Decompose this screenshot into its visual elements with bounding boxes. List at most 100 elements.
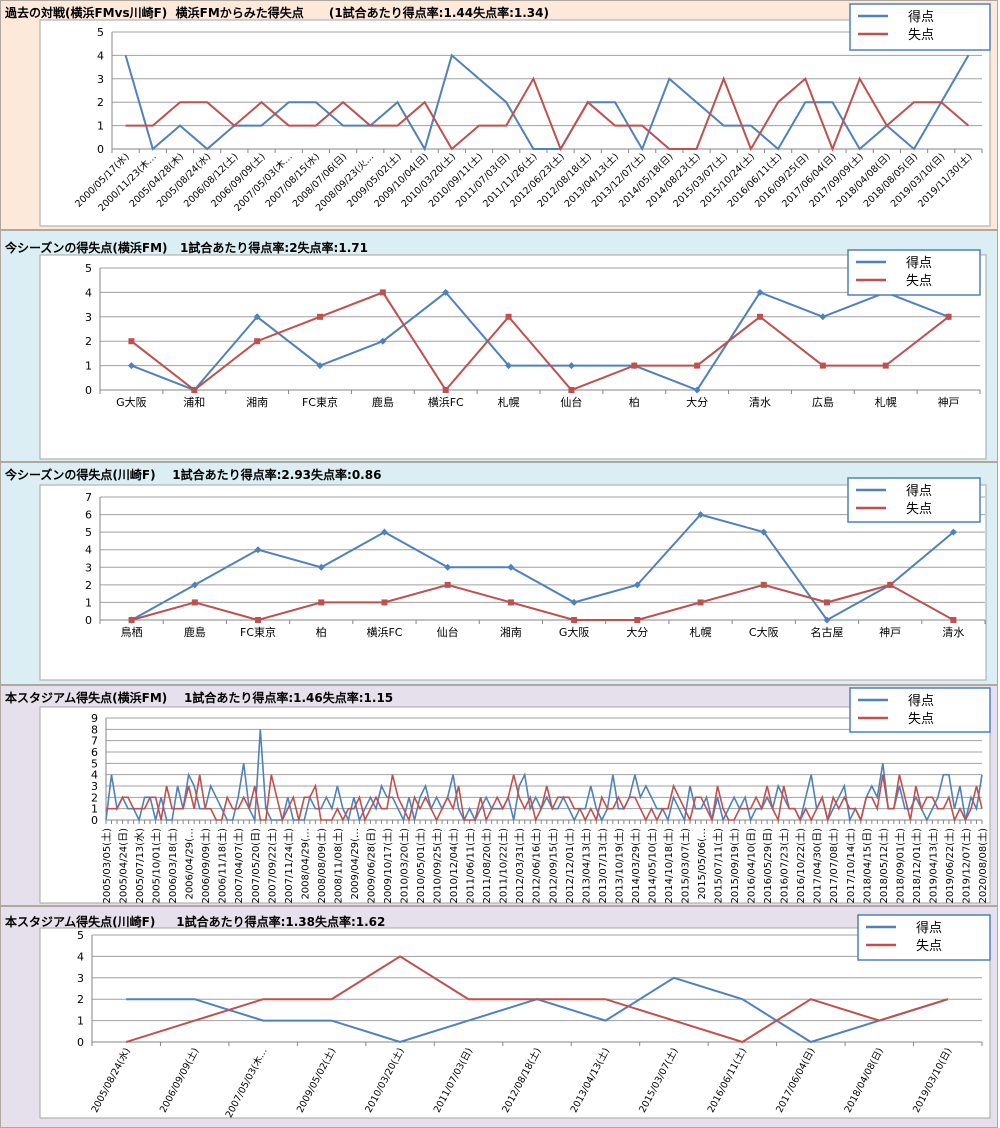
y-tick-label: 5 — [91, 757, 98, 770]
x-tick-label: G大阪 — [116, 395, 147, 409]
data-point-conceded — [945, 313, 952, 320]
data-point-scored — [444, 563, 452, 571]
data-point-scored — [823, 616, 831, 624]
data-point-conceded — [254, 338, 261, 345]
legend-label-conceded: 失点 — [908, 28, 934, 43]
x-tick-label: 鹿島 — [372, 395, 394, 409]
x-tick-label: 鹿島 — [184, 625, 206, 639]
x-tick-label: 2015/09/19(土) — [728, 828, 741, 904]
y-tick-label: 9 — [91, 712, 98, 725]
chart-area — [39, 927, 991, 1119]
x-tick-label: 神戸 — [879, 625, 901, 639]
x-tick-label: 2013/04/13(土) — [579, 828, 592, 904]
chart-title-season-yokohama: 今シーズンの得失点(横浜FM) 1試合あたり得点率:2失点率:1.71 — [5, 241, 368, 255]
x-tick-label: 2009/10/17(土) — [381, 828, 394, 904]
data-point-conceded — [191, 387, 198, 393]
chart-2: 0 1 2 3 4 5 6 7 鳥栖 鹿島 FC東京 柏 横浜FC 仙台 湘南 G大阪 大分 札幌 C大阪 名古屋 神戸… — [39, 477, 987, 681]
y-tick-label: 7 — [91, 735, 98, 748]
x-tick-label: 2006/09/09(土) — [199, 828, 212, 904]
data-point-conceded — [318, 599, 325, 606]
x-tick-label: 2019/12/07(土) — [959, 828, 972, 904]
x-tick-label: 2015/07/11(土) — [712, 828, 725, 904]
y-tick-label: 2 — [91, 791, 98, 804]
y-tick-label: 3 — [85, 561, 92, 574]
y-tick-label: 5 — [97, 26, 104, 39]
x-tick-label: 2016/10/22(土) — [794, 828, 807, 904]
x-tick-label: 2012/12/01(土) — [563, 828, 576, 904]
legend-box — [857, 914, 991, 961]
x-tick-label: 札幌 — [875, 395, 897, 409]
x-tick-label: 2009/04/29(… — [350, 828, 361, 900]
series-line-scored — [131, 291, 949, 392]
x-tick-label: 2010/03/20(土) — [398, 828, 411, 904]
legend-label-scored: 得点 — [908, 9, 934, 25]
x-tick-label: 湘南 — [246, 395, 268, 409]
legend-box — [849, 687, 991, 733]
x-tick-label: 札幌 — [498, 395, 520, 409]
x-tick-label: 2018/12/01(土) — [910, 828, 923, 904]
data-point-scored — [633, 581, 641, 589]
data-point-scored — [505, 362, 513, 370]
chart-0: 0123452000/05/17(水)2000/11/23(木…2005/04/… — [39, 3, 991, 227]
x-tick-label: 2010/09/25(土) — [431, 828, 444, 904]
x-tick-label: 2013/07/13(土) — [596, 828, 609, 904]
x-tick-label: 2013/10/19(土) — [612, 828, 625, 904]
x-tick-label: 札幌 — [690, 625, 712, 639]
x-tick-label: 2006/04/29(… — [185, 828, 196, 900]
y-tick-label: 3 — [97, 73, 104, 86]
data-point-conceded — [571, 617, 578, 623]
series-line-conceded — [106, 774, 983, 823]
y-tick-label: 5 — [85, 262, 92, 275]
x-tick-label: 浦和 — [183, 396, 205, 409]
x-tick-label: 2005/04/24(日) — [119, 828, 130, 904]
x-tick-label: 2016/07/23(土) — [778, 828, 791, 904]
legend-box — [847, 477, 981, 523]
data-point-conceded — [128, 617, 135, 623]
x-tick-label: 2007/04/07(土) — [232, 828, 245, 904]
x-tick-label: 2012/09/15(土) — [546, 828, 559, 904]
y-tick-label: 4 — [97, 49, 104, 62]
data-point-scored — [570, 598, 578, 606]
y-tick-label: 0 — [85, 384, 92, 397]
data-point-scored — [253, 313, 261, 321]
x-tick-label: 2019/04/13(土) — [926, 828, 939, 904]
y-tick-label: 5 — [77, 929, 84, 942]
data-point-conceded — [882, 362, 889, 369]
data-point-scored — [760, 528, 768, 536]
y-tick-label: 5 — [85, 526, 92, 539]
x-tick-label: 2007/11/24(土) — [282, 828, 295, 904]
chart-area — [39, 19, 991, 227]
data-point-scored — [693, 386, 701, 394]
data-point-conceded — [631, 362, 638, 369]
series-line-conceded — [125, 76, 970, 152]
data-point-conceded — [697, 599, 704, 606]
x-tick-label: 2009/06/28(日) — [366, 828, 377, 904]
series-line-conceded — [131, 583, 954, 622]
x-tick-label: 広島 — [812, 395, 834, 409]
y-tick-label: 4 — [85, 544, 92, 557]
x-tick-label: 湘南 — [500, 625, 522, 639]
data-point-conceded — [379, 289, 386, 296]
x-tick-label: 2011/10/22(土) — [497, 828, 510, 904]
data-point-conceded — [191, 599, 198, 606]
x-tick-label: 柏 — [629, 395, 640, 409]
x-tick-label: 2005/07/13(水) — [134, 828, 146, 904]
data-point-conceded — [381, 599, 388, 606]
x-tick-label: 2014/03/29(土) — [629, 828, 642, 904]
x-tick-label: 2006/03/18(土) — [166, 828, 179, 904]
x-tick-label: 神戸 — [938, 395, 960, 409]
x-tick-label: 鳥栖 — [121, 625, 143, 639]
x-tick-label: 清水 — [749, 396, 771, 409]
y-tick-label: 7 — [85, 491, 92, 504]
y-tick-label: 8 — [91, 723, 98, 736]
y-tick-label: 0 — [77, 1036, 84, 1049]
y-tick-label: 3 — [91, 780, 98, 793]
y-tick-label: 0 — [91, 814, 98, 827]
x-tick-label: 2017/10/14(土) — [844, 828, 857, 904]
